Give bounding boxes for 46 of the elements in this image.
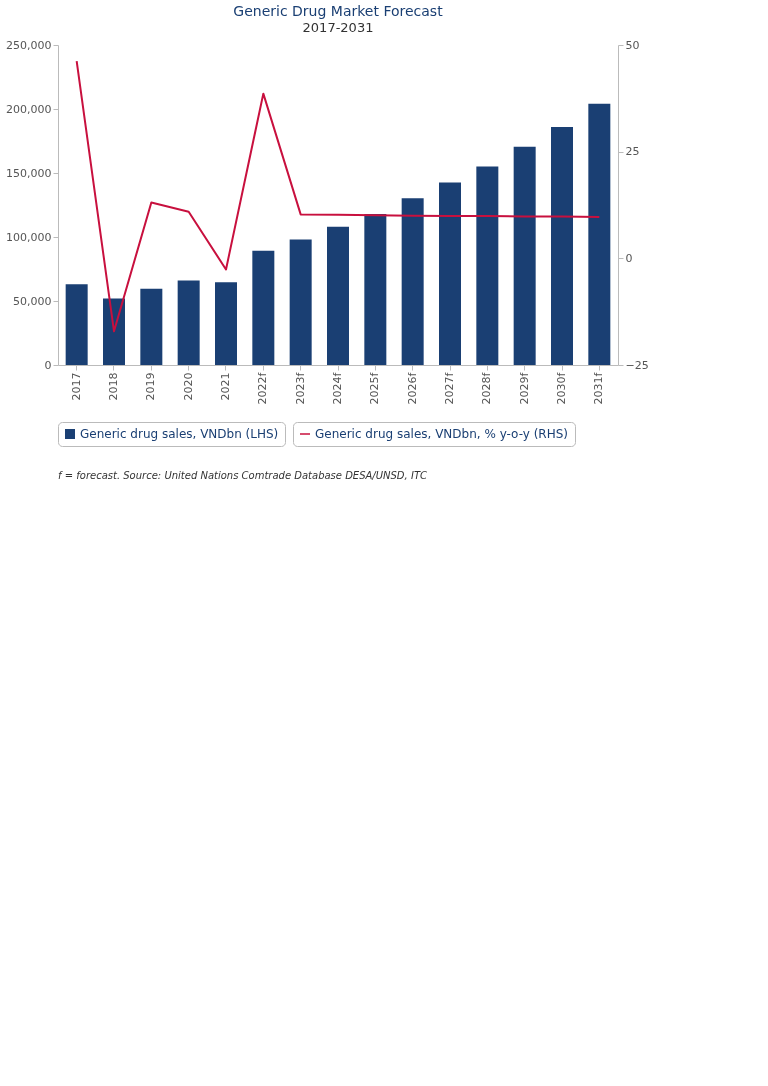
y-tick-label: 250,000 (6, 38, 52, 52)
chart-subtitle: 2017-2031 (302, 20, 374, 35)
bar (364, 213, 387, 365)
x-tick-label: 2025f (368, 371, 382, 405)
bar (551, 126, 573, 365)
y2-tick-label: 50 (625, 38, 640, 52)
legend-label: Generic drug sales, VNDbn, % y-o-y (RHS) (315, 427, 569, 441)
bar (252, 250, 275, 365)
bar (439, 182, 461, 365)
x-tick-label: 2024f (331, 371, 344, 405)
x-tick-label: 2018 (107, 372, 120, 401)
y-tick-label: 50,000 (13, 294, 52, 308)
bar (327, 226, 349, 365)
legend-label: Generic drug sales, VNDbn (LHS) (80, 427, 279, 441)
chart-title: Generic Drug Market Forecast (233, 3, 444, 19)
y-tick-label: 200,000 (6, 102, 52, 116)
x-tick-label: 2017 (69, 372, 83, 401)
x-tick-label: 2031f (592, 371, 606, 405)
bar (513, 146, 536, 365)
bar (65, 284, 88, 365)
y2-tick-label: 25 (625, 145, 640, 159)
y2-tick-label: 0 (625, 251, 633, 265)
y-tick-label: 100,000 (6, 230, 52, 244)
bar (140, 288, 163, 365)
x-tick-label: 2022f (256, 371, 270, 405)
y2-tick-label: −25 (625, 358, 649, 372)
bar (103, 298, 125, 365)
x-tick-label: 2026f (405, 371, 419, 405)
bar (289, 239, 312, 365)
x-tick-label: 2021 (219, 372, 232, 401)
bar (177, 280, 200, 365)
x-tick-label: 2020 (181, 372, 195, 401)
x-tick-label: 2027f (443, 371, 456, 405)
x-tick-label: 2023f (293, 371, 307, 405)
bar (215, 282, 237, 365)
line-series (75, 60, 601, 333)
bar (401, 198, 424, 365)
x-tick-label: 2028f (480, 371, 494, 405)
x-tick-label: 2029f (517, 371, 531, 405)
text: f = forecast. Source: United Nations Comtrade Database DESA/UNSD, ITC (58, 470, 427, 481)
x-tick-label: 2019 (144, 372, 158, 401)
y-tick-label: 0 (44, 358, 52, 372)
x-tick-label: 2030f (555, 371, 568, 405)
y-tick-label: 150,000 (6, 166, 52, 180)
bar (588, 103, 611, 365)
bar (476, 166, 499, 365)
